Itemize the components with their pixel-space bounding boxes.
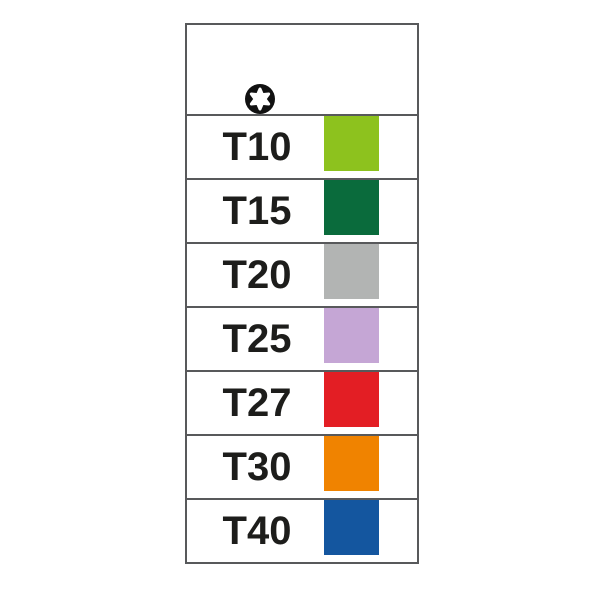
size-label: T20	[222, 253, 292, 297]
size-label: T40	[222, 509, 292, 553]
table-row: T27	[187, 370, 417, 434]
torx-size-table: T10 T15 T20 T25 T27 T30 T40	[185, 23, 419, 564]
size-label: T10	[222, 125, 292, 169]
color-swatch	[324, 116, 379, 171]
table-row: T20	[187, 242, 417, 306]
size-label: T30	[222, 445, 292, 489]
table-row: T30	[187, 434, 417, 498]
size-label: T25	[222, 317, 292, 361]
table-header-cell	[187, 25, 417, 114]
color-swatch	[324, 180, 379, 235]
torx-screw-head-icon	[245, 84, 275, 114]
size-label: T15	[222, 189, 292, 233]
color-swatch	[324, 244, 379, 299]
color-swatch	[324, 372, 379, 427]
color-swatch	[324, 500, 379, 555]
color-swatch	[324, 308, 379, 363]
color-swatch	[324, 436, 379, 491]
size-label: T27	[222, 381, 292, 425]
table-row: T15	[187, 178, 417, 242]
table-row: T10	[187, 114, 417, 178]
table-row: T25	[187, 306, 417, 370]
table-row: T40	[187, 498, 417, 562]
